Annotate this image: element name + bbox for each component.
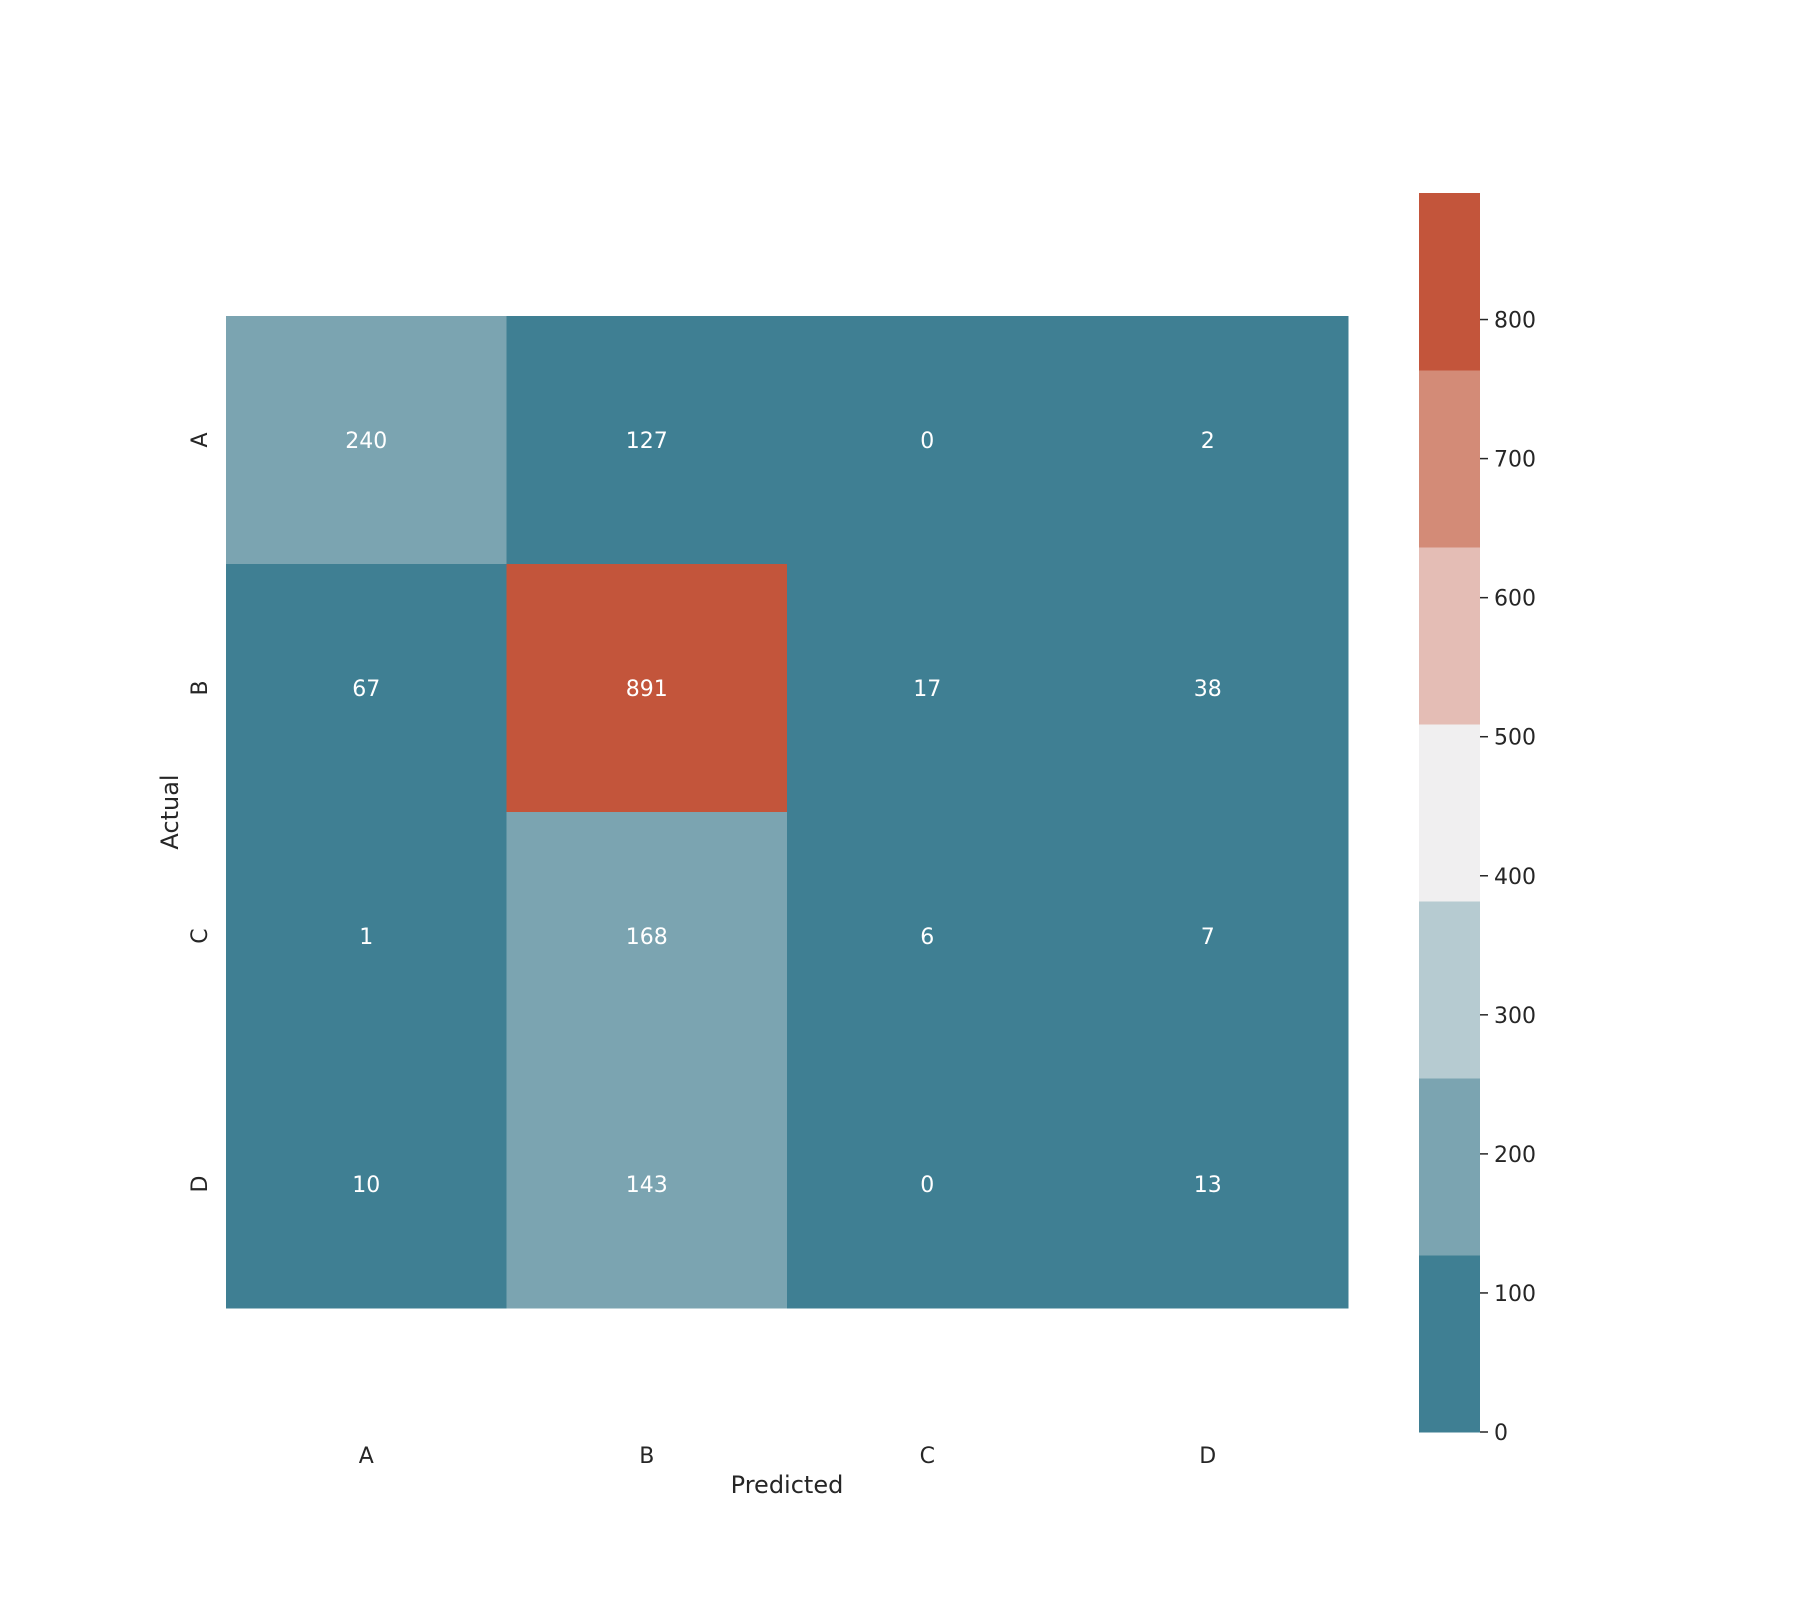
y-tick-label: C	[188, 928, 213, 943]
heatmap-cell-C-A	[226, 812, 507, 1061]
colorbar: 0 100 200 300 400 500 600 700 800	[1419, 193, 1536, 1446]
heatmap-cell-D-B	[506, 1060, 788, 1309]
y-tick-labels: A B C D	[188, 432, 213, 1192]
cell-value-label: 0	[920, 1173, 934, 1198]
x-tick-label: A	[359, 1444, 374, 1469]
cell-value-label: 10	[352, 1173, 380, 1198]
colorbar-tick-label: 0	[1494, 1421, 1508, 1446]
heatmap-cell-D-C	[787, 1060, 1068, 1309]
y-tick-label: B	[188, 680, 213, 695]
colorbar-band	[1419, 193, 1480, 371]
y-tick-label: A	[188, 432, 213, 447]
colorbar-band	[1419, 724, 1480, 902]
cell-value-label: 891	[626, 677, 668, 702]
heatmap-cell-A-D	[1067, 316, 1349, 565]
x-tick-label: C	[920, 1444, 935, 1469]
colorbar-band	[1419, 1078, 1480, 1256]
heatmap-cells	[226, 316, 1349, 1309]
cell-value-label: 240	[345, 429, 387, 454]
cell-value-label: 1	[359, 925, 373, 950]
x-tick-label: D	[1199, 1444, 1216, 1469]
y-tick-label: D	[188, 1176, 213, 1193]
heatmap-cell-B-B	[506, 564, 788, 813]
colorbar-tick-label: 500	[1494, 726, 1536, 751]
heatmap-cell-A-C	[787, 316, 1068, 565]
heatmap-cell-C-B	[506, 812, 788, 1061]
heatmap-cell-B-D	[1067, 564, 1349, 813]
cell-value-label: 17	[913, 677, 941, 702]
cell-annotations: 240 127 0 267 891 17 381 168 6 710 143 0 13	[345, 429, 1222, 1198]
cell-value-label: 2	[1201, 429, 1215, 454]
x-tick-labels: A B C D	[359, 1444, 1217, 1469]
colorbar-tick-label: 400	[1494, 865, 1536, 890]
cell-value-label: 38	[1194, 677, 1222, 702]
colorbar-bands	[1419, 193, 1480, 1433]
x-axis-label: Predicted	[731, 1471, 844, 1499]
cell-value-label: 13	[1194, 1173, 1222, 1198]
colorbar-tick-label: 300	[1494, 1004, 1536, 1029]
heatmap-cell-C-C	[787, 812, 1068, 1061]
heatmap-cell-B-C	[787, 564, 1068, 813]
colorbar-tick-label: 700	[1494, 448, 1536, 473]
colorbar-band	[1419, 547, 1480, 725]
cell-value-label: 127	[626, 429, 668, 454]
heatmap-cell-B-A	[226, 564, 507, 813]
colorbar-tick-label: 200	[1494, 1143, 1536, 1168]
heatmap-cell-C-D	[1067, 812, 1349, 1061]
heatmap-cell-A-A	[226, 316, 507, 565]
cell-value-label: 0	[920, 429, 934, 454]
cell-value-label: 6	[920, 925, 934, 950]
cell-value-label: 143	[626, 1173, 668, 1198]
x-tick-label: B	[639, 1444, 654, 1469]
y-axis-label: Actual	[156, 774, 184, 849]
colorbar-ticks: 0 100 200 300 400 500 600 700 800	[1480, 309, 1536, 1446]
colorbar-band	[1419, 901, 1480, 1079]
heatmap-cell-D-A	[226, 1060, 507, 1309]
colorbar-tick-label: 800	[1494, 309, 1536, 334]
cell-value-label: 67	[352, 677, 380, 702]
cell-value-label: 7	[1201, 925, 1215, 950]
heatmap-cell-D-D	[1067, 1060, 1349, 1309]
heatmap-cell-A-B	[506, 316, 788, 565]
colorbar-tick-label: 100	[1494, 1282, 1536, 1307]
cell-value-label: 168	[626, 925, 668, 950]
colorbar-band	[1419, 1255, 1480, 1433]
colorbar-band	[1419, 370, 1480, 548]
colorbar-tick-label: 600	[1494, 587, 1536, 612]
